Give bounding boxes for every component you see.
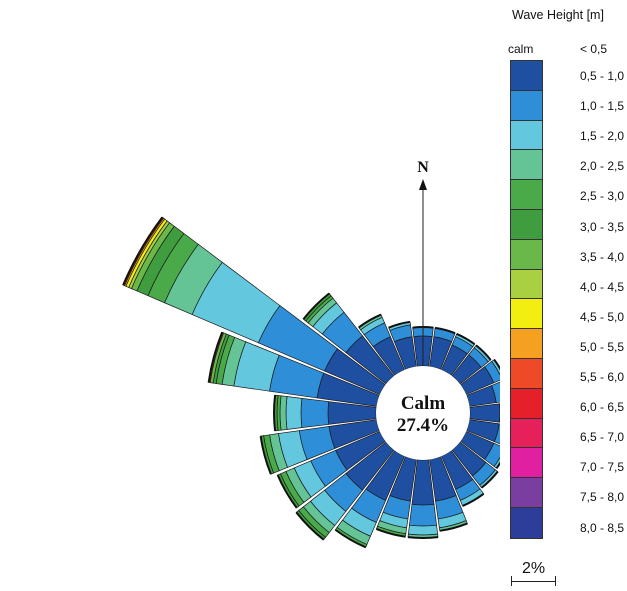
legend-swatch (511, 448, 542, 479)
legend-swatch (511, 239, 542, 270)
scale-label: 2% (521, 560, 546, 577)
legend-range-label: 4,0 - 4,5 (579, 279, 624, 294)
rose-sector-rim (480, 470, 499, 489)
legend-range-label: 2,0 - 2,5 (579, 159, 624, 174)
rose-sector-rim (334, 528, 367, 549)
rose-segment (491, 381, 500, 403)
legend-range-label: 1,5 - 2,0 (579, 129, 624, 144)
legend-swatch (511, 388, 542, 419)
legend-swatch (511, 90, 542, 121)
rose-sectors (122, 216, 500, 549)
legend-swatch (511, 61, 542, 91)
rose-segment (493, 456, 500, 469)
legend-range-label: 3,0 - 3,5 (579, 219, 624, 234)
rose-sector-rim (475, 344, 492, 361)
scale-line (511, 581, 556, 582)
wind-rose-chart: N Calm 27.4% (122, 159, 500, 549)
rose-sector-rim (295, 511, 325, 541)
rose-segment (407, 524, 439, 536)
legend-swatch (511, 507, 542, 538)
rose-sector-rim (439, 522, 468, 532)
rose-sector-rim (358, 313, 382, 329)
rose-sector-rim (493, 358, 500, 371)
rose-sector-rim (407, 536, 439, 539)
legend-first-range: < 0,5 (580, 42, 608, 56)
legend-calm-label: calm (508, 42, 534, 56)
rose-segment (469, 403, 500, 423)
legend-swatch (511, 478, 542, 508)
legend-range-label: 0,5 - 1,0 (579, 69, 624, 83)
legend-range-label: 3,5 - 4,0 (579, 249, 624, 264)
legend-range-label: 6,0 - 6,5 (579, 400, 624, 415)
rose-sector-rim (456, 332, 476, 346)
rose-sector-rim (434, 326, 456, 335)
rose-segment (493, 423, 500, 445)
legend-color-bar (510, 60, 543, 539)
rose-sector-rim (388, 320, 411, 329)
rose-segment (300, 397, 330, 429)
calm-text: Calm (401, 393, 446, 414)
rose-sector-rim (259, 435, 272, 475)
north-label: N (417, 159, 429, 176)
legend-swatch (511, 269, 542, 300)
legend-swatch (511, 299, 542, 330)
calm-value: 27.4% (397, 415, 449, 436)
rose-sector-rim (376, 528, 406, 538)
legend-swatch (511, 150, 542, 181)
legend-swatch (511, 120, 542, 151)
rose-sector-rim (207, 331, 224, 383)
rose-sector-rim (302, 292, 330, 320)
rose-segment (285, 396, 303, 430)
legend-swatch (511, 180, 542, 210)
rose-sector-rim (495, 461, 500, 469)
rose-sector-rim (122, 216, 164, 286)
rose-segment (409, 503, 437, 527)
legend-swatch (511, 209, 542, 240)
rose-sector-rim (273, 394, 277, 432)
legend-range-label: 2,5 - 3,0 (579, 189, 624, 204)
rose-sector-rim (276, 474, 298, 509)
legend-range-label: 4,5 - 5,0 (579, 309, 624, 324)
legend-swatch (511, 358, 542, 389)
legend-title: Wave Height [m] (512, 8, 604, 22)
legend-range-label: 5,0 - 5,5 (579, 339, 624, 354)
legend-range-label: 7,0 - 7,5 (579, 460, 624, 475)
rose-sector-rim (462, 492, 485, 507)
rose-segment (499, 403, 500, 423)
legend-range-label: 1,0 - 1,5 (579, 99, 624, 114)
legend-range-label: 6,5 - 7,0 (579, 430, 624, 445)
scale-tick-right (555, 576, 556, 586)
legend-range-label: 8,0 - 8,5 (579, 520, 624, 535)
legend-swatch (511, 418, 542, 449)
rose-segment (279, 395, 288, 431)
scale-bar: 2% (511, 560, 556, 586)
scale-tick-left (511, 576, 512, 586)
legend-range-label: 7,5 - 8,0 (579, 490, 624, 505)
north-arrow-head (419, 179, 427, 190)
legend-swatch (511, 329, 542, 359)
legend-range-label: 5,5 - 6,0 (579, 370, 624, 384)
calm-circle (376, 366, 470, 460)
